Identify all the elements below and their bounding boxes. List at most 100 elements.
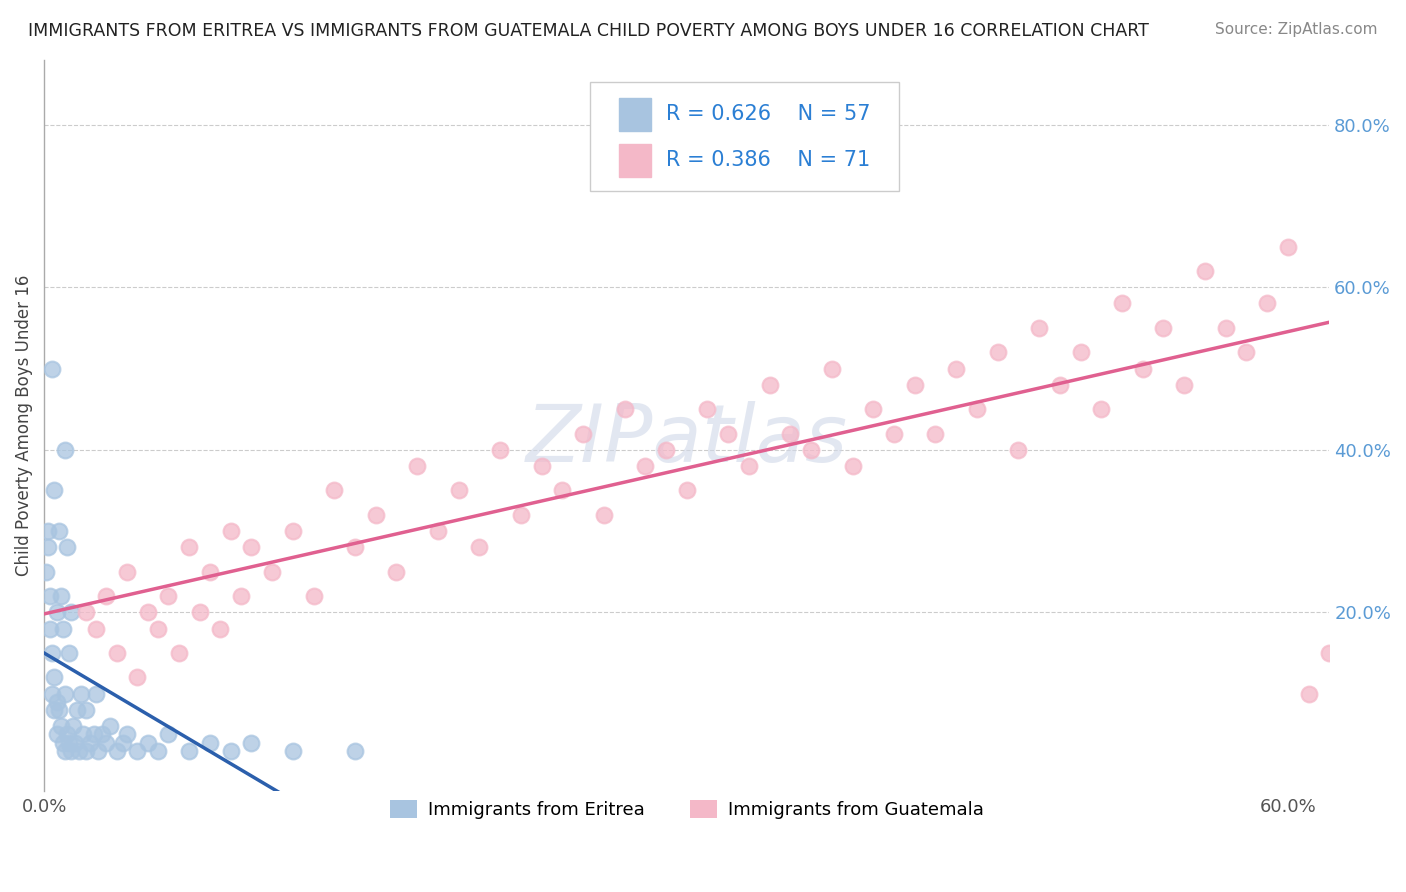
Point <box>41 687 63 701</box>
Point <box>1298 687 1320 701</box>
Point <box>56 541 79 555</box>
Point <box>841 459 863 474</box>
Point <box>344 541 367 555</box>
Point <box>1070 345 1092 359</box>
Point <box>75 744 97 758</box>
Point <box>1007 442 1029 457</box>
Y-axis label: Child Poverty Among Boys Under 16: Child Poverty Among Boys Under 16 <box>15 275 32 576</box>
Point <box>1090 402 1112 417</box>
Point <box>58 646 80 660</box>
Point <box>717 426 740 441</box>
Point <box>136 735 159 749</box>
Bar <box>619 97 651 130</box>
Point <box>53 744 76 758</box>
Point <box>45 695 67 709</box>
Point <box>800 442 823 457</box>
Point <box>945 361 967 376</box>
Point <box>634 459 657 474</box>
Point <box>1028 321 1050 335</box>
Point <box>1173 377 1195 392</box>
Point <box>167 646 190 660</box>
Point <box>67 744 90 758</box>
Point <box>1234 345 1257 359</box>
Text: IMMIGRANTS FROM ERITREA VS IMMIGRANTS FROM GUATEMALA CHILD POVERTY AMONG BOYS UN: IMMIGRANTS FROM ERITREA VS IMMIGRANTS FR… <box>28 22 1149 40</box>
Point <box>41 361 63 376</box>
Point <box>84 687 107 701</box>
Text: R = 0.386    N = 71: R = 0.386 N = 71 <box>666 150 870 170</box>
Point <box>44 703 66 717</box>
Point <box>136 606 159 620</box>
Point <box>862 402 884 417</box>
Point <box>115 565 138 579</box>
Point <box>966 402 988 417</box>
Point <box>179 541 201 555</box>
Point <box>53 442 76 457</box>
Point <box>52 622 75 636</box>
Point <box>696 402 718 417</box>
Point <box>45 727 67 741</box>
Point <box>63 735 86 749</box>
Point <box>198 565 221 579</box>
Point <box>426 524 449 538</box>
Point <box>58 735 80 749</box>
Point <box>1360 280 1382 294</box>
Point <box>1194 264 1216 278</box>
Point <box>447 483 470 498</box>
Point <box>87 744 110 758</box>
Point <box>60 744 83 758</box>
Point <box>489 442 512 457</box>
Point <box>157 727 180 741</box>
Point <box>44 483 66 498</box>
Point <box>66 703 89 717</box>
Point <box>157 589 180 603</box>
Point <box>146 744 169 758</box>
Point <box>1339 118 1361 132</box>
Point <box>530 459 553 474</box>
Point <box>572 426 595 441</box>
Point <box>385 565 408 579</box>
Point <box>39 622 62 636</box>
Point <box>115 727 138 741</box>
Point <box>105 744 128 758</box>
Point <box>56 727 79 741</box>
Text: ZIPatlas: ZIPatlas <box>526 401 848 479</box>
Point <box>41 646 63 660</box>
Point <box>100 719 122 733</box>
Point <box>904 377 927 392</box>
Point <box>96 589 118 603</box>
Point <box>53 687 76 701</box>
Point <box>60 606 83 620</box>
Point <box>987 345 1010 359</box>
Point <box>758 377 780 392</box>
Point <box>675 483 697 498</box>
Point <box>262 565 284 579</box>
Point <box>655 442 678 457</box>
Point <box>75 703 97 717</box>
Point <box>75 606 97 620</box>
Point <box>1152 321 1174 335</box>
Point <box>219 744 242 758</box>
Point <box>344 744 367 758</box>
Point <box>209 622 232 636</box>
Point <box>924 426 946 441</box>
Point <box>1317 646 1340 660</box>
Point <box>364 508 387 522</box>
Point <box>70 687 93 701</box>
Point <box>111 735 134 749</box>
Point <box>1111 296 1133 310</box>
Point <box>79 735 101 749</box>
Point <box>62 719 84 733</box>
Point <box>91 727 114 741</box>
Point <box>1256 296 1278 310</box>
Point <box>592 508 614 522</box>
Point <box>37 541 59 555</box>
Point <box>52 735 75 749</box>
Point <box>1132 361 1154 376</box>
Point <box>323 483 346 498</box>
Point <box>821 361 844 376</box>
Point <box>229 589 252 603</box>
Point <box>44 671 66 685</box>
Point <box>468 541 491 555</box>
Point <box>738 459 761 474</box>
Point <box>1215 321 1237 335</box>
